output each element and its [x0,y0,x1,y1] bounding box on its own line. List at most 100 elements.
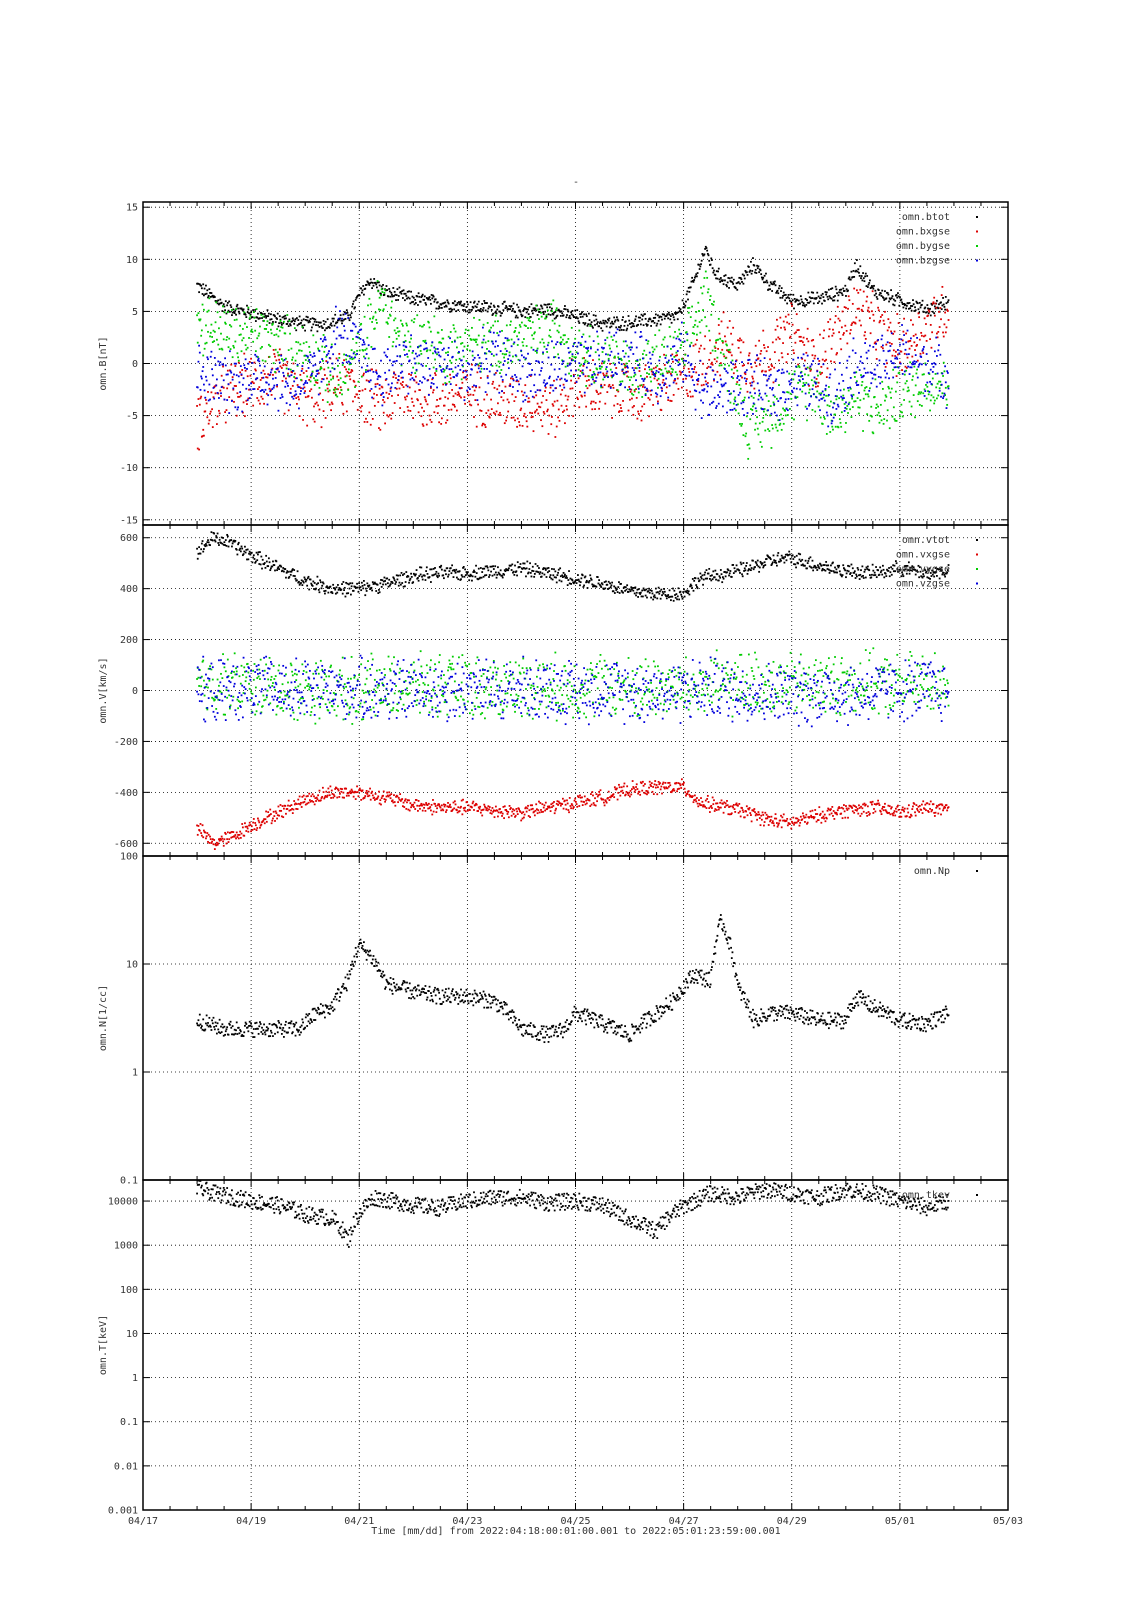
data-point [927,393,930,396]
data-point [204,410,207,413]
data-point [895,375,898,378]
data-point [765,394,768,397]
data-point [641,377,644,380]
data-point [659,315,661,318]
data-point [887,350,890,353]
data-point [331,403,334,405]
data-point [426,403,429,406]
data-point [850,324,853,326]
data-point [626,375,629,378]
data-point [680,321,683,324]
data-point [816,390,819,393]
data-point [678,363,681,366]
data-point [388,584,391,587]
data-point [432,567,435,570]
data-point [314,379,317,382]
data-point [684,374,687,377]
data-point [401,323,404,325]
data-point [570,358,573,361]
data-point [763,357,766,360]
data-point [631,406,634,409]
data-point [306,424,309,427]
data-point [543,412,546,415]
data-point [911,305,914,307]
data-point [380,359,382,362]
data-point [858,307,860,310]
data-point [631,392,633,395]
data-point [238,381,241,384]
data-point [457,309,460,311]
data-point [456,393,459,396]
data-point [304,390,306,393]
data-point [568,315,571,317]
data-point [824,291,827,293]
data-point [685,293,688,296]
data-point [413,303,416,306]
data-point [330,378,332,381]
data-point [855,371,858,374]
data-point [407,409,410,412]
data-point [911,378,914,381]
data-point [548,329,551,332]
data-point [208,297,211,300]
data-point [412,350,415,352]
data-point [896,313,899,315]
data-point [486,376,489,379]
data-point [375,372,378,375]
data-point [514,316,517,319]
data-point [213,532,216,535]
data-point [607,353,609,356]
data-point [758,339,761,342]
data-point [922,352,925,354]
data-point [620,363,623,366]
data-point [544,317,547,320]
data-point [598,354,601,357]
data-point [503,422,506,425]
data-point [642,380,645,382]
data-point [345,358,348,361]
data-point [572,359,575,362]
data-point [544,303,547,306]
data-point [462,371,464,374]
data-point [267,383,270,386]
data-point [405,384,408,387]
data-point [706,276,709,279]
data-point [408,297,411,300]
data-point [691,332,694,334]
data-point [229,348,232,350]
data-point [776,325,779,328]
data-point [886,409,889,412]
data-point [318,386,321,389]
data-point [553,379,555,382]
data-point [396,355,399,358]
data-point [471,308,473,311]
data-point [858,412,860,415]
data-point [225,312,228,315]
data-point [677,311,680,314]
data-point [334,391,337,394]
data-point [254,353,257,356]
data-point [276,351,279,354]
data-point [652,317,655,319]
data-point [772,381,775,384]
data-point [866,295,869,298]
data-point [782,342,784,344]
data-point [866,309,869,312]
data-point [338,356,341,359]
data-point [849,387,852,390]
data-point [443,305,446,308]
data-point [565,405,568,407]
data-point [399,355,402,358]
data-point [566,314,568,316]
data-point [641,314,644,317]
data-point [581,315,584,318]
data-point [353,307,356,310]
data-point [365,369,367,371]
data-point [897,292,899,295]
data-point [768,430,771,432]
data-point [854,400,857,403]
data-point [580,394,583,397]
data-point [717,267,720,270]
data-point [553,400,556,403]
data-point [684,304,687,307]
